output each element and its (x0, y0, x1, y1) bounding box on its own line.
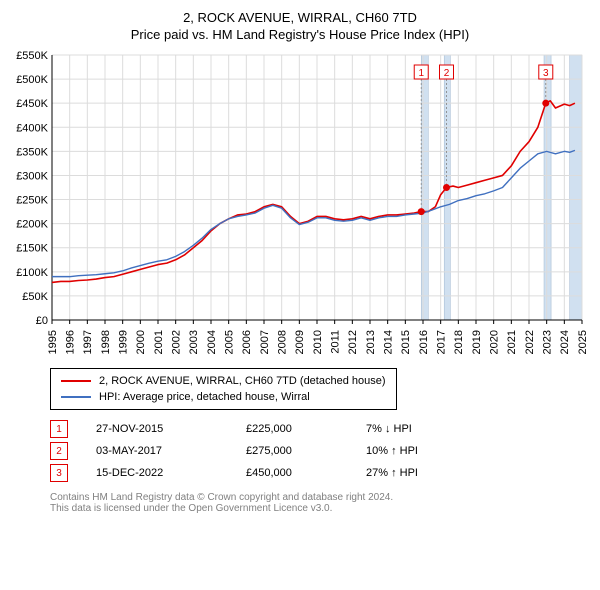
page-title: 2, ROCK AVENUE, WIRRAL, CH60 7TD (10, 10, 590, 25)
svg-text:1: 1 (418, 68, 424, 79)
transaction-row: 1 27-NOV-2015£225,0007% ↓ HPI (50, 418, 590, 440)
svg-text:2023: 2023 (542, 330, 554, 354)
legend-label: 2, ROCK AVENUE, WIRRAL, CH60 7TD (detach… (99, 375, 386, 387)
transaction-date: 15-DEC-2022 (96, 467, 246, 479)
svg-text:£550K: £550K (16, 50, 48, 62)
page-subtitle: Price paid vs. HM Land Registry's House … (10, 27, 590, 42)
transaction-price: £275,000 (246, 445, 366, 457)
svg-text:2004: 2004 (206, 330, 218, 354)
price-chart: £0 £50K £100K £150K £200K £250K £300K £350K £400… (10, 50, 590, 360)
svg-text:2013: 2013 (365, 330, 377, 354)
svg-text:2022: 2022 (524, 330, 536, 354)
transaction-diff: 27% ↑ HPI (366, 467, 456, 479)
footer-line: This data is licensed under the Open Gov… (50, 503, 590, 514)
transaction-row: 2 03-MAY-2017£275,00010% ↑ HPI (50, 440, 590, 462)
svg-text:2014: 2014 (383, 330, 395, 354)
svg-text:2021: 2021 (506, 330, 518, 354)
svg-text:£150K: £150K (16, 243, 48, 255)
transactions-table: 1 27-NOV-2015£225,0007% ↓ HPI 2 03-MAY-2017… (50, 418, 590, 484)
svg-text:2020: 2020 (489, 330, 501, 354)
transaction-price: £450,000 (246, 467, 366, 479)
footer-attribution: Contains HM Land Registry data © Crown c… (50, 492, 590, 514)
transaction-marker: 1 (50, 420, 68, 438)
svg-text:2003: 2003 (188, 330, 200, 354)
svg-text:£50K: £50K (22, 291, 48, 303)
svg-text:2019: 2019 (471, 330, 483, 354)
legend-swatch (61, 396, 91, 398)
chart-legend: 2, ROCK AVENUE, WIRRAL, CH60 7TD (detach… (50, 368, 397, 410)
transaction-date: 03-MAY-2017 (96, 445, 246, 457)
svg-text:1995: 1995 (47, 330, 59, 354)
transaction-marker: 3 (50, 464, 68, 482)
svg-text:2017: 2017 (436, 330, 448, 354)
svg-text:2005: 2005 (224, 330, 236, 354)
svg-text:2015: 2015 (400, 330, 412, 354)
svg-text:£0: £0 (36, 315, 48, 327)
transaction-diff: 10% ↑ HPI (366, 445, 456, 457)
svg-text:2008: 2008 (277, 330, 289, 354)
transaction-row: 3 15-DEC-2022£450,00027% ↑ HPI (50, 462, 590, 484)
legend-swatch (61, 380, 91, 382)
svg-text:1997: 1997 (82, 330, 94, 354)
svg-text:2: 2 (444, 68, 450, 79)
legend-label: HPI: Average price, detached house, Wirr… (99, 391, 310, 403)
svg-text:2011: 2011 (330, 330, 342, 354)
svg-text:1996: 1996 (65, 330, 77, 354)
svg-text:£200K: £200K (16, 219, 48, 231)
svg-text:£350K: £350K (16, 146, 48, 158)
transaction-date: 27-NOV-2015 (96, 423, 246, 435)
svg-text:2000: 2000 (135, 330, 147, 354)
svg-text:2012: 2012 (347, 330, 359, 354)
svg-text:1999: 1999 (118, 330, 130, 354)
svg-text:1998: 1998 (100, 330, 112, 354)
svg-text:£400K: £400K (16, 122, 48, 134)
svg-text:£100K: £100K (16, 267, 48, 279)
transaction-price: £225,000 (246, 423, 366, 435)
svg-text:2018: 2018 (453, 330, 465, 354)
svg-text:3: 3 (543, 68, 549, 79)
transaction-marker: 2 (50, 442, 68, 460)
transaction-diff: 7% ↓ HPI (366, 423, 456, 435)
footer-line: Contains HM Land Registry data © Crown c… (50, 492, 590, 503)
svg-text:2006: 2006 (241, 330, 253, 354)
svg-text:2025: 2025 (577, 330, 589, 354)
legend-item: 2, ROCK AVENUE, WIRRAL, CH60 7TD (detach… (61, 373, 386, 389)
svg-text:£500K: £500K (16, 74, 48, 86)
svg-text:2024: 2024 (559, 330, 571, 354)
svg-text:£250K: £250K (16, 195, 48, 207)
svg-text:2001: 2001 (153, 330, 165, 354)
legend-item: HPI: Average price, detached house, Wirr… (61, 389, 386, 405)
svg-text:2010: 2010 (312, 330, 324, 354)
svg-text:2002: 2002 (171, 330, 183, 354)
svg-text:2007: 2007 (259, 330, 271, 354)
svg-text:2016: 2016 (418, 330, 430, 354)
svg-text:2009: 2009 (294, 330, 306, 354)
svg-text:£300K: £300K (16, 170, 48, 182)
svg-text:£450K: £450K (16, 98, 48, 110)
